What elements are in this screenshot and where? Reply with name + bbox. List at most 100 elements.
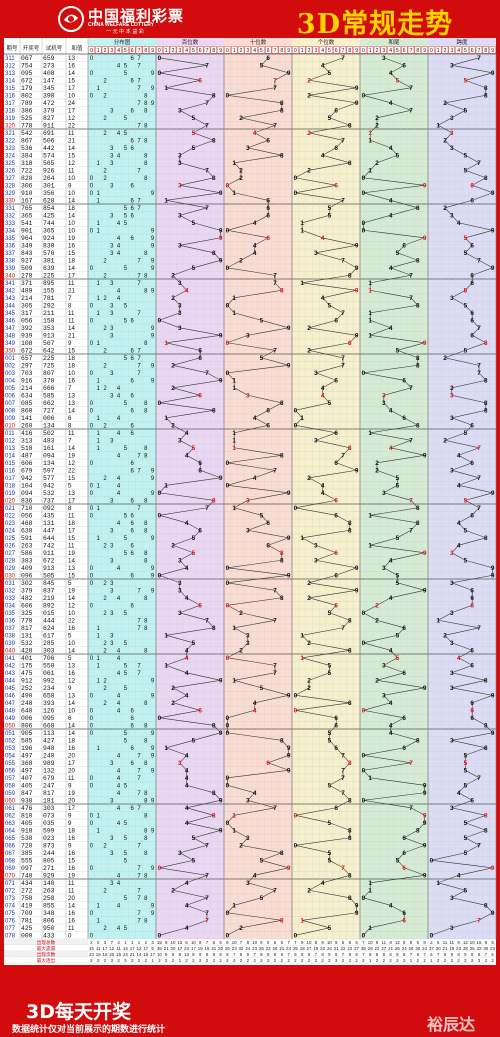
span-value-marker: 8 <box>484 535 488 542</box>
span-value-marker: 5 <box>464 760 468 767</box>
distribution-digit: 3 <box>110 633 114 639</box>
hundreds-value-marker: 4 <box>185 693 189 700</box>
distribution-digit: 7 <box>137 348 141 354</box>
hundreds-value-marker: 4 <box>185 520 189 527</box>
issue-number: 057 <box>5 776 16 782</box>
stat-value: 2 <box>240 958 243 963</box>
trial-number: 126 <box>43 708 55 715</box>
sum-value: 14 <box>68 730 75 737</box>
stat-value: 20 <box>109 952 114 957</box>
issue-number: 344 <box>5 304 16 310</box>
trial-number: 992 <box>43 678 55 685</box>
tens-value-marker: 1 <box>232 310 236 317</box>
distribution-digit: 0 <box>90 656 94 662</box>
sum-value: 10 <box>68 228 75 235</box>
distribution-digit: 4 <box>117 483 121 489</box>
winning-number: 901 <box>21 228 33 235</box>
distribution-digit: 8 <box>144 873 148 879</box>
distribution-digit: 3 <box>110 303 114 309</box>
sum-value: 12 <box>68 678 75 685</box>
span-value-marker: 5 <box>464 783 468 790</box>
sum-tail-value-marker: 6 <box>402 63 406 70</box>
trial-number: 659 <box>43 55 55 62</box>
sum-value: 14 <box>68 408 75 415</box>
distribution-digit: 9 <box>151 243 155 249</box>
stat-value: 2 <box>226 958 229 963</box>
ones-value-marker: 7 <box>341 198 345 205</box>
digit-header-label: 3 <box>110 48 113 54</box>
stat-value: 9 <box>165 952 168 957</box>
winning-number: 097 <box>21 865 33 872</box>
sum-value: 14 <box>68 213 75 220</box>
trial-number: 140 <box>43 880 55 887</box>
distribution-digit: 8 <box>144 836 148 842</box>
sum-value: 6 <box>68 715 72 722</box>
trial-number: 827 <box>43 115 55 122</box>
stat-value: 16 <box>143 952 148 957</box>
digit-header-cell <box>217 46 224 54</box>
span-value-marker: 2 <box>443 355 447 362</box>
distribution-digit: 8 <box>144 618 148 624</box>
issue-number: 054 <box>5 754 16 760</box>
winning-number: 754 <box>21 63 33 70</box>
trial-number: 855 <box>43 903 55 910</box>
digit-header-label: 0 <box>226 48 229 54</box>
span-value-marker: 7 <box>477 445 481 452</box>
ones-value-marker: 4 <box>321 63 325 70</box>
stat-value: 21 <box>279 946 284 951</box>
distribution-digit: 8 <box>144 648 148 654</box>
stat-value: 6 <box>219 940 222 945</box>
span-value-marker: 0 <box>430 933 434 940</box>
stat-value: 2 <box>383 958 386 963</box>
tens-value-marker: 6 <box>266 760 270 767</box>
tens-value-marker: 9 <box>287 865 291 872</box>
ones-value-marker: 5 <box>328 783 332 790</box>
sum-tail-value-marker: 7 <box>409 805 413 812</box>
issue-number: 061 <box>5 806 16 812</box>
trial-number: 225 <box>43 355 55 362</box>
digit-header-label: 3 <box>246 48 249 54</box>
distribution-digit: 8 <box>144 446 148 452</box>
stat-value: 17 <box>103 946 108 951</box>
stat-value: 9 <box>260 940 263 945</box>
distribution-digit: 5 <box>124 71 128 77</box>
digit-header-label: 1 <box>97 48 100 54</box>
trial-number: 725 <box>43 363 55 370</box>
hundreds-value-marker: 1 <box>164 415 168 422</box>
issue-number: 032 <box>5 589 16 595</box>
stat-value: 6 <box>185 940 188 945</box>
tens-value-marker: 2 <box>239 115 243 122</box>
issue-number: 334 <box>5 229 16 235</box>
span-value-marker: 3 <box>450 468 454 475</box>
ones-value-marker: 2 <box>307 475 311 482</box>
distribution-digit: 7 <box>137 911 141 917</box>
issue-number: 030 <box>5 574 16 580</box>
ones-value-marker: 5 <box>328 663 332 670</box>
distribution-digit: 0 <box>90 843 94 849</box>
stat-value: 7 <box>485 952 488 957</box>
sum-tail-value-marker: 7 <box>409 85 413 92</box>
stat-value: 9 <box>328 952 331 957</box>
stat-value: 5 <box>417 940 420 945</box>
issue-number: 033 <box>5 596 16 602</box>
distribution-digit: 6 <box>131 761 135 767</box>
distribution-digit: 2 <box>103 476 107 482</box>
issue-number: 313 <box>5 71 16 77</box>
digit-header-cell <box>435 46 442 54</box>
digit-header-label: 7 <box>342 48 345 54</box>
sum-value: 9 <box>68 685 72 692</box>
ones-value-marker: 9 <box>355 333 359 340</box>
distribution-digit: 6 <box>131 498 135 504</box>
stat-value: 2 <box>287 958 290 963</box>
span-value-marker: 0 <box>430 858 434 865</box>
sum-value: 19 <box>68 453 75 460</box>
stat-value: 3 <box>253 958 256 963</box>
ones-value-marker: 7 <box>341 775 345 782</box>
stat-value: 24 <box>327 946 332 951</box>
stat-value: 21 <box>164 946 169 951</box>
distribution-digit: 3 <box>110 161 114 167</box>
winning-number: 497 <box>21 753 33 760</box>
trial-number: 672 <box>43 558 55 565</box>
issue-number: 037 <box>5 626 16 632</box>
